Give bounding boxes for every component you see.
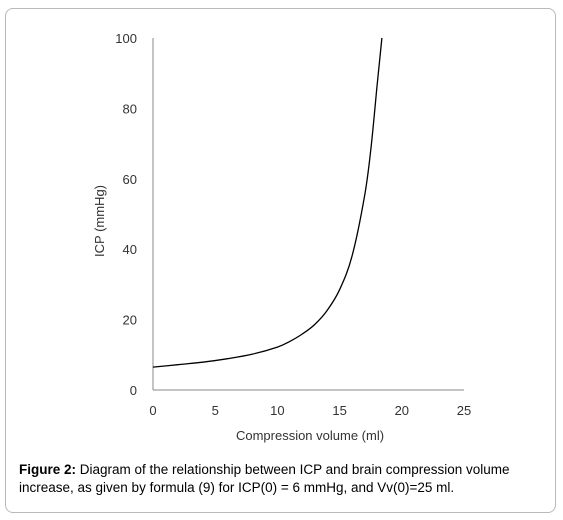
y-tick-label: 80	[123, 101, 137, 116]
x-tick-label: 15	[332, 403, 346, 418]
x-tick-labels: 0 5 10 15 20 25	[149, 403, 471, 418]
y-tick-labels: 0 20 40 60 80 100	[115, 31, 137, 398]
y-tick-label: 100	[115, 31, 137, 46]
y-tick-label: 60	[123, 172, 137, 187]
x-tick-label: 10	[270, 403, 284, 418]
icp-curve-line	[152, 37, 383, 368]
x-tick-label: 5	[212, 403, 219, 418]
figure-frame	[5, 8, 556, 513]
x-tick-label: 20	[395, 403, 409, 418]
caption-lead: Figure 2:	[19, 462, 77, 477]
y-tick-label: 20	[123, 313, 137, 328]
x-tick-label: 25	[457, 403, 471, 418]
x-tick-label: 0	[149, 403, 156, 418]
y-axis-title: ICP (mmHg)	[92, 185, 107, 257]
icp-volume-chart: 0 20 40 60 80 100 0 5 10 15 20 25 ICP (mmHg) Compr…	[92, 31, 471, 443]
y-tick-label: 0	[130, 383, 137, 398]
caption-text: Diagram of the relationship between ICP …	[19, 462, 510, 495]
figure-caption: Figure 2: Diagram of the relationship be…	[19, 461, 549, 497]
y-tick-label: 40	[123, 242, 137, 257]
x-axis-title: Compression volume (ml)	[236, 428, 384, 443]
